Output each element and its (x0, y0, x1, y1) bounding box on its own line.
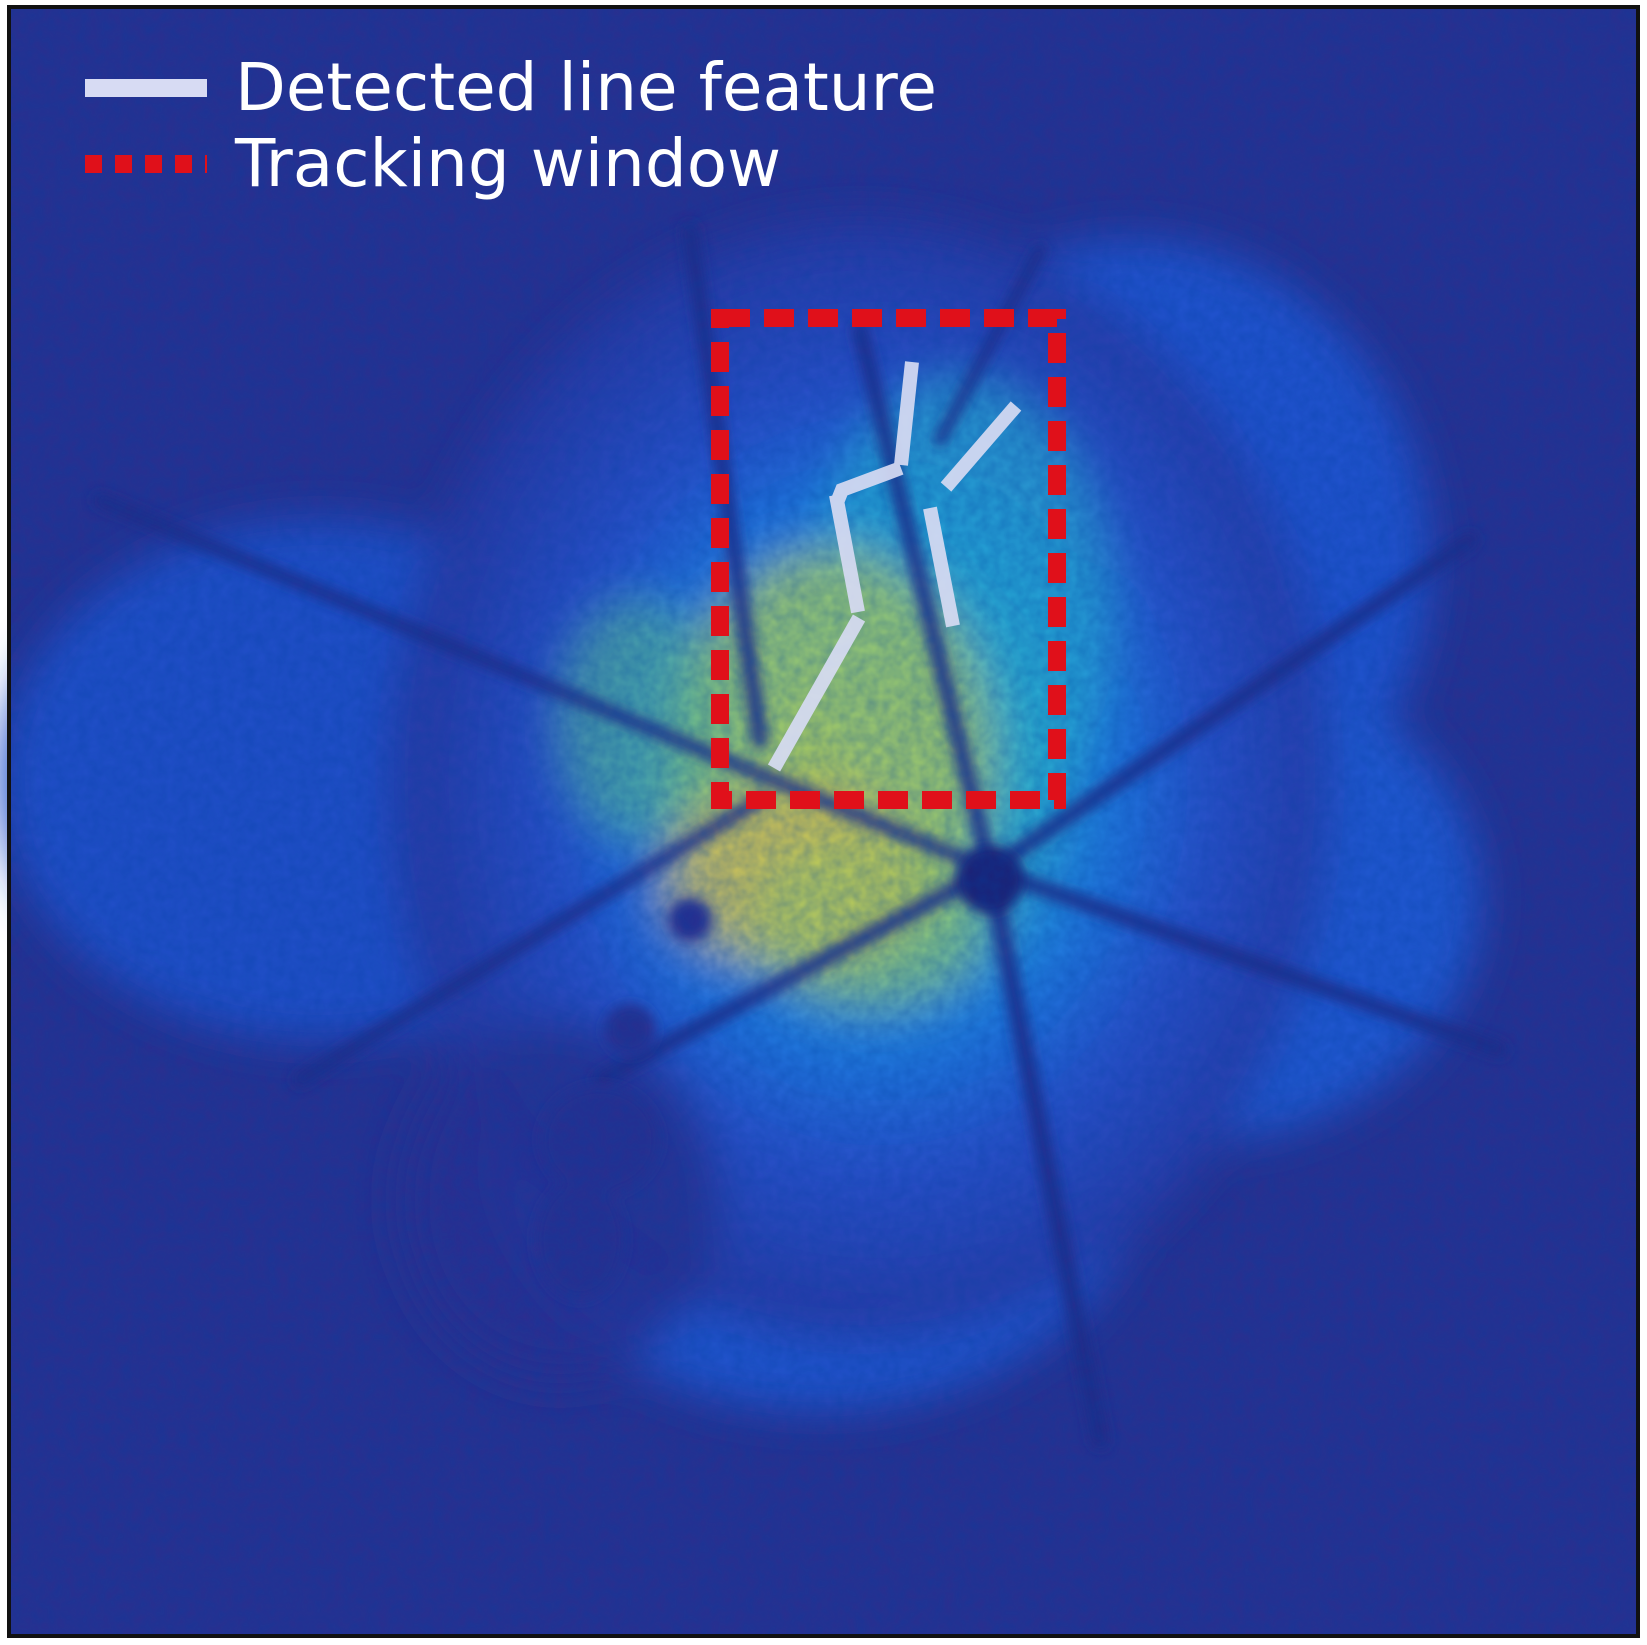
line-feature (894, 361, 919, 466)
dashed-line-swatch-icon (85, 155, 207, 173)
line-feature (940, 401, 1022, 492)
legend-label: Tracking window (235, 125, 782, 202)
noise-texture (10, 8, 1637, 1635)
figure-frame (7, 5, 1640, 1638)
line-feature (767, 614, 866, 772)
line-feature (923, 506, 960, 628)
legend-label: Detected line feature (235, 49, 937, 126)
detected-line-features (767, 361, 1022, 772)
line-feature (829, 493, 865, 614)
tracking-window (711, 309, 1066, 809)
solid-line-swatch-icon (85, 79, 207, 97)
